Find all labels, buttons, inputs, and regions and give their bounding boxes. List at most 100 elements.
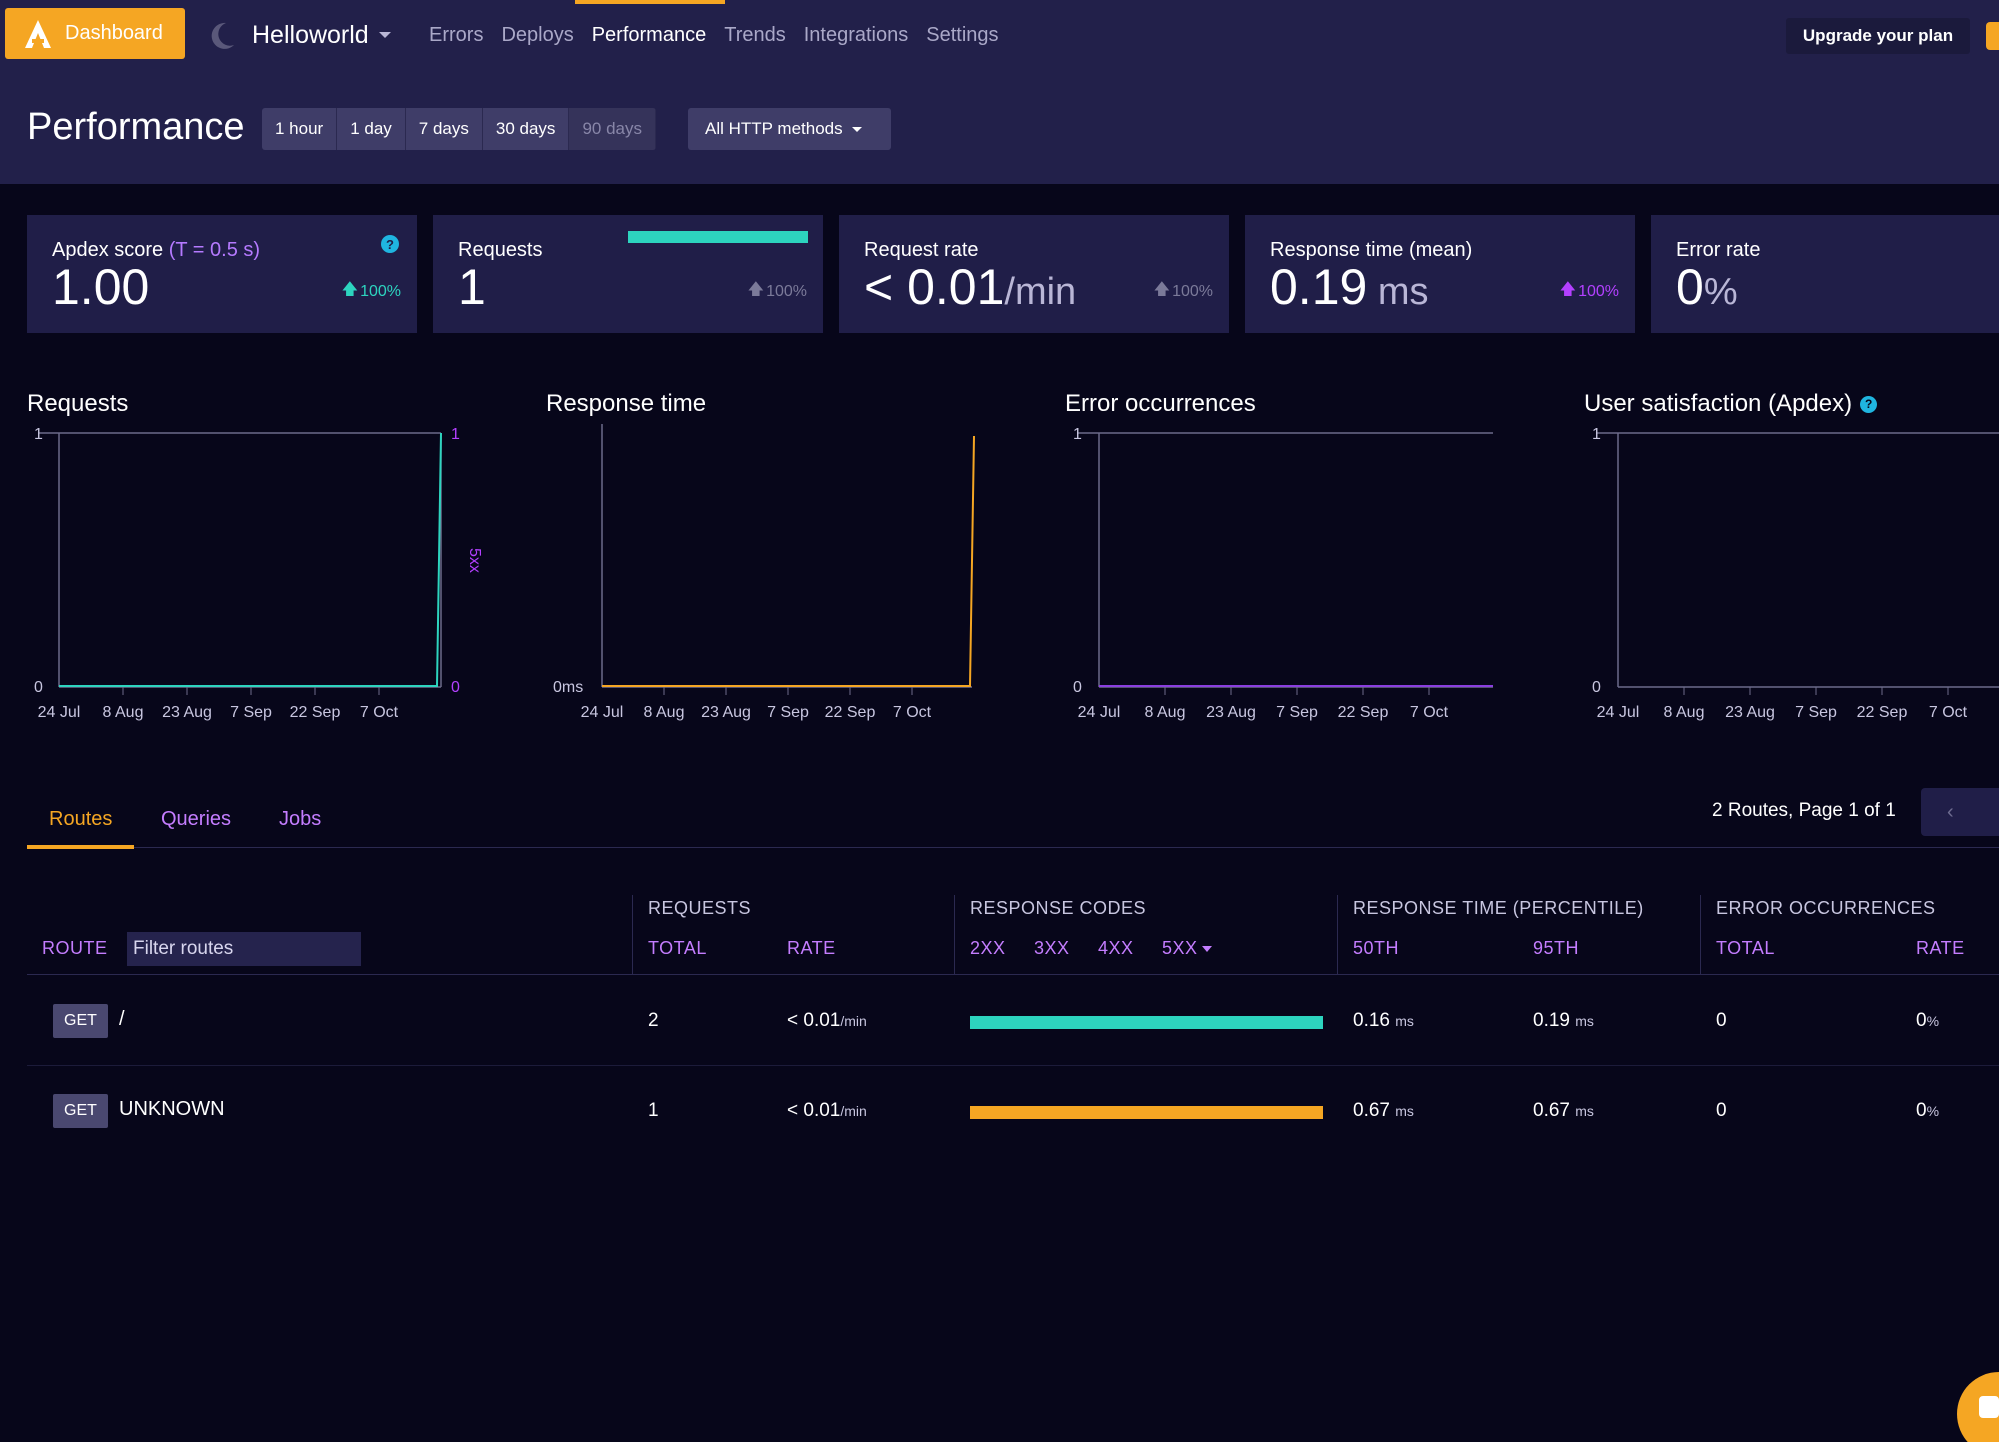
p50-unit: ms [1395,1013,1414,1029]
requests-label: Requests [458,239,543,261]
requests-value: 1 [458,259,486,315]
response-time-50th: 0.16 ms [1353,1010,1414,1032]
app-switcher[interactable]: Helloworld [206,16,391,54]
column-2xx[interactable]: 2XX [970,938,1006,958]
requests-chart-svg: 1 0 1 0 5xx 24 Jul 8 Aug 23 Aug 7 Sep 22… [34,426,483,721]
dashboard-button[interactable]: Dashboard [5,8,185,59]
column-4xx[interactable]: 4XX [1098,938,1134,958]
nav-settings[interactable]: Settings [926,23,999,46]
nav-trends[interactable]: Trends [724,23,786,46]
response-time-chart: Response time 0ms 24 Jul 8 Aug 23 Aug 7 … [546,390,1046,740]
range-7-days[interactable]: 7 days [405,108,483,150]
column-errors-total[interactable]: TOTAL [1716,938,1775,958]
request-rate-label: Request rate [864,239,979,261]
x-tick-label: 22 Sep [825,704,876,721]
requests-change-value: 100% [766,282,807,300]
response-time-chart-svg: 0ms 24 Jul 8 Aug 23 Aug 7 Sep 22 Sep 7 O… [553,424,975,721]
requests-rate: < 0.01/min [787,1100,867,1122]
requests-chart-title: Requests [27,390,129,417]
help-icon[interactable]: ? [381,235,399,253]
apdex-chart-svg: 1 0 24 Jul 8 Aug 23 Aug 7 Sep 22 Sep 7 O… [1592,426,1999,721]
requests-status-bar [628,231,808,243]
x-tick-label: 7 Oct [1410,704,1449,721]
requests-rate-unit: /min [840,1013,867,1029]
range-1-day[interactable]: 1 day [337,108,406,150]
response-codes-bar [970,1106,1323,1119]
notification-badge[interactable] [1986,22,1999,50]
table-row[interactable]: GET / 2 < 0.01/min 0.16 ms 0.19 ms 0 0% [27,976,1999,1066]
apdex-change: 🡅 100% [342,278,401,305]
table-row[interactable]: GET UNKNOWN 1 < 0.01/min 0.67 ms 0.67 ms… [27,1066,1999,1156]
errors-total: 0 [1716,1010,1727,1031]
x-tick-label: 24 Jul [38,704,81,721]
column-requests-total[interactable]: TOTAL [648,938,707,958]
error-y-tick-min: 0 [1073,679,1082,696]
nav-errors[interactable]: Errors [429,23,484,46]
upgrade-plan-button[interactable]: Upgrade your plan [1786,18,1970,54]
route-name[interactable]: UNKNOWN [119,1098,225,1120]
column-errors-rate[interactable]: RATE [1916,938,1965,958]
tab-queries[interactable]: Queries [161,807,232,830]
x-tick-label: 23 Aug [701,704,751,721]
column-5xx[interactable]: 5XX [1162,938,1212,959]
response-time-change: 🡅 100% [1560,278,1619,305]
x-tick-label: 22 Sep [1338,704,1389,721]
tab-routes[interactable]: Routes [27,790,135,849]
requests-total: 2 [648,1010,659,1031]
request-rate-unit: /min [1004,271,1077,313]
errors-rate-value: 0 [1916,1100,1927,1121]
column-5xx-label: 5XX [1162,938,1198,958]
request-rate-card: Request rate < 0.01/min 🡅 100% [839,215,1229,333]
response-time-label: Response time (mean) [1270,239,1473,261]
caret-down-icon [851,126,862,132]
routes-tabs: Routes Queries Jobs [27,790,1999,849]
help-icon[interactable]: ? [1860,395,1878,413]
error-rate-unit: % [1703,271,1738,313]
group-error-occurrences: ERROR OCCURRENCES [1716,898,1936,918]
nav-performance[interactable]: Performance [574,0,725,70]
main-nav: Errors Deploys Performance Trends Integr… [420,0,1008,70]
x-tick-label: 7 Sep [230,704,272,721]
x-tick-label: 23 Aug [1725,704,1775,721]
response-time-95th: 0.19 ms [1533,1010,1594,1032]
column-50th[interactable]: 50TH [1353,938,1400,958]
apdex-chart-title: User satisfaction (Apdex) ? [1584,390,1878,418]
p50-value: 0.67 [1353,1100,1390,1121]
request-rate-number: < 0.01 [864,259,1005,315]
column-requests-rate[interactable]: RATE [787,938,836,958]
errors-rate-unit: % [1926,1103,1940,1119]
http-method-dropdown[interactable]: All HTTP methods [688,108,891,150]
filter-routes-input[interactable] [127,932,361,966]
page-title: Performance [27,106,245,148]
apdex-label-text: Apdex score [52,239,164,261]
apdex-x-ticks: 24 Jul 8 Aug 23 Aug 7 Sep 22 Sep 7 Oct [1597,687,1968,721]
error-y-tick-max: 1 [1073,426,1082,443]
column-95th[interactable]: 95TH [1533,938,1580,958]
http-method-badge: GET [53,1004,108,1038]
requests-y-tick-min: 0 [34,679,43,696]
nav-integrations[interactable]: Integrations [803,23,909,46]
column-3xx[interactable]: 3XX [1034,938,1070,958]
response-time-50th: 0.67 ms [1353,1100,1414,1122]
app-header: Dashboard Helloworld Errors Deploys Perf… [0,0,1999,184]
apdex-value: 1.00 [52,259,150,315]
range-30-days[interactable]: 30 days [482,108,570,150]
previous-page-button[interactable]: ‹ [1921,788,1999,836]
requests-x-ticks: 24 Jul 8 Aug 23 Aug 7 Sep 22 Sep 7 Oct [38,687,399,721]
chat-support-icon[interactable] [1955,1370,1999,1442]
column-route[interactable]: ROUTE [42,938,108,958]
dashboard-label: Dashboard [65,22,163,44]
p95-unit: ms [1575,1103,1594,1119]
route-name[interactable]: / [119,1008,125,1030]
column-divider [954,895,955,975]
x-tick-label: 24 Jul [581,704,624,721]
arrow-up-icon: 🡅 [1153,281,1171,298]
group-response-time: RESPONSE TIME (PERCENTILE) [1353,898,1644,918]
nav-deploys[interactable]: Deploys [501,23,574,46]
range-1-hour[interactable]: 1 hour [262,108,338,150]
arrow-up-icon: 🡅 [341,281,359,298]
requests-rate: < 0.01/min [787,1010,867,1032]
apdex-chart: User satisfaction (Apdex) ? 1 0 24 Jul 8… [1584,390,1999,740]
x-tick-label: 7 Oct [1929,704,1968,721]
tab-jobs[interactable]: Jobs [279,807,322,830]
